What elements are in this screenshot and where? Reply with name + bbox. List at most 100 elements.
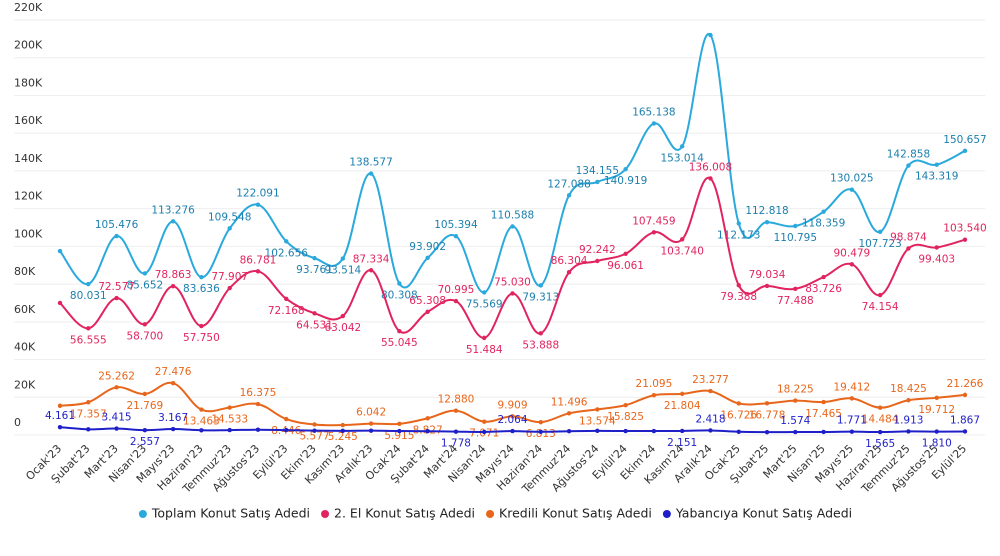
value-label: 74.154 (862, 301, 899, 313)
point (114, 295, 119, 301)
value-label: 14.484 (862, 414, 899, 426)
value-label: 5.577 (300, 430, 330, 442)
point (425, 309, 430, 315)
point (595, 428, 600, 434)
point (595, 407, 600, 412)
value-label: 72.577 (98, 281, 135, 293)
point (482, 290, 487, 295)
point (368, 428, 374, 433)
y-tick-label: 40K (14, 341, 36, 354)
point (199, 428, 204, 433)
point (566, 193, 572, 198)
point (651, 393, 657, 398)
value-label: 5.915 (384, 430, 414, 442)
value-label: 79.034 (749, 269, 786, 281)
point (877, 429, 883, 435)
value-label: 87.334 (353, 253, 390, 265)
value-label: 143.319 (915, 171, 958, 183)
value-label: 96.061 (607, 260, 644, 272)
value-label: 79.388 (720, 291, 757, 303)
point (397, 281, 402, 286)
point (142, 427, 148, 433)
value-label: 14.533 (211, 414, 248, 426)
point (566, 411, 572, 416)
point (962, 237, 968, 242)
value-label: 12.880 (438, 394, 475, 406)
point (114, 426, 119, 431)
y-tick-label: 80K (14, 265, 36, 278)
series-line (59, 176, 966, 339)
value-label: 77.907 (211, 271, 248, 283)
value-label: 110.795 (774, 232, 817, 244)
value-label: 93.514 (324, 265, 361, 277)
point (595, 179, 600, 185)
point (736, 221, 741, 226)
point (849, 262, 855, 267)
point (708, 428, 713, 433)
legend-marker (486, 510, 495, 518)
point (962, 429, 968, 434)
value-label: 93.761 (296, 264, 333, 276)
value-label: 57.750 (183, 332, 220, 344)
value-label: 138.577 (349, 157, 392, 169)
value-label: 64.531 (296, 319, 333, 331)
value-label: 17.465 (805, 408, 842, 420)
point (538, 331, 543, 336)
point (199, 275, 204, 280)
point (821, 209, 826, 214)
point (934, 395, 939, 401)
point (86, 400, 91, 405)
point (849, 429, 855, 434)
point (906, 246, 911, 251)
point (284, 427, 289, 433)
legend-label: 2. El Konut Satış Adedi (334, 506, 475, 521)
value-label: 165.138 (632, 106, 675, 118)
value-label: 142.858 (887, 149, 930, 161)
point (397, 428, 402, 434)
point (821, 274, 826, 280)
value-label: 90.479 (834, 247, 871, 259)
point (340, 313, 346, 319)
point (538, 419, 543, 425)
point (425, 255, 430, 261)
point (340, 256, 346, 261)
point (142, 271, 148, 276)
value-label: 93.902 (409, 241, 446, 253)
point (57, 424, 63, 430)
point (736, 401, 741, 406)
value-label: 83.726 (805, 283, 842, 295)
point (566, 429, 572, 434)
point (934, 245, 939, 250)
value-label: 1.867 (950, 414, 980, 426)
y-tick-label: 220K (14, 1, 43, 14)
value-label: 85.652 (126, 279, 163, 291)
point (877, 292, 883, 298)
point (255, 202, 261, 207)
value-label: 70.995 (438, 284, 475, 296)
point (736, 429, 741, 434)
value-label: 18.425 (890, 383, 927, 395)
y-tick-label: 0 (14, 416, 21, 429)
point (312, 428, 317, 433)
legend-marker (321, 510, 330, 518)
point (708, 388, 713, 394)
value-label: 140.919 (604, 175, 647, 187)
value-label: 11.496 (551, 396, 588, 408)
value-label: 77.488 (777, 295, 814, 307)
value-label: 4.161 (45, 410, 75, 422)
point (679, 144, 685, 149)
legend: Toplam Konut Satış Adedi 2. El Konut Satı… (138, 506, 852, 521)
y-tick-label: 20K (14, 378, 36, 391)
point (255, 269, 261, 274)
point (227, 285, 232, 291)
value-label: 13.463 (183, 416, 220, 428)
point (86, 326, 91, 331)
value-label: 86.304 (551, 255, 588, 267)
point (482, 419, 487, 424)
value-label: 1.778 (441, 438, 471, 450)
point (227, 226, 232, 231)
value-label: 92.242 (579, 244, 616, 256)
value-label: 2.064 (497, 414, 527, 426)
value-label: 53.888 (522, 339, 559, 351)
